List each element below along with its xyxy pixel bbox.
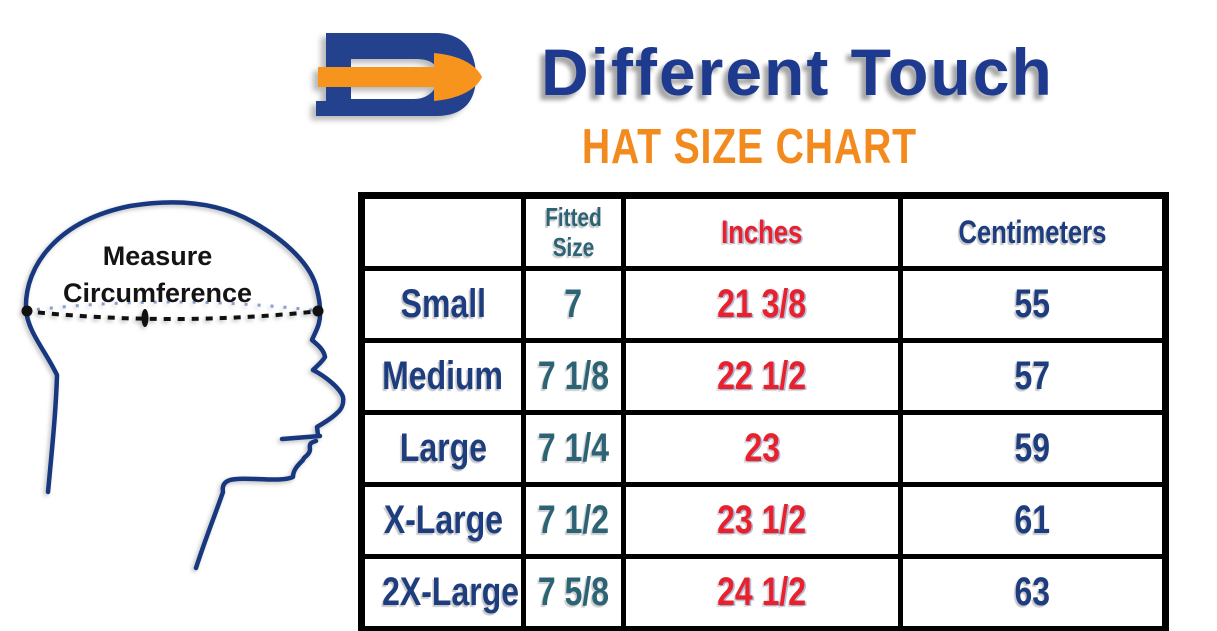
measure-point-left xyxy=(21,305,33,317)
table-row: Medium 7 1/8 22 1/2 57 xyxy=(359,338,1168,415)
size-label-cell: X-Large xyxy=(359,482,526,559)
different-touch-logo-icon xyxy=(316,33,482,116)
jaw-neck-outline xyxy=(193,438,319,571)
hat-size-table: Fitted Size Inches Centimeters Small 7 2… xyxy=(358,192,1169,631)
inches-cell: 21 3/8 xyxy=(621,266,903,343)
centimeters-cell: 55 xyxy=(898,266,1168,343)
inches-cell: 23 xyxy=(621,410,903,487)
fitted-size-column-header: Fitted Size xyxy=(521,193,626,271)
table-header-row: Fitted Size Inches Centimeters xyxy=(359,193,1168,271)
size-label-cell: Medium xyxy=(359,338,526,415)
size-label-cell: Small xyxy=(359,266,526,343)
brand-name: Different Touch xyxy=(541,35,1054,109)
centimeters-cell: 57 xyxy=(898,338,1168,415)
fitted-size-cell: 7 5/8 xyxy=(521,554,626,631)
inches-cell: 24 1/2 xyxy=(621,554,903,631)
centimeters-cell: 61 xyxy=(898,482,1168,559)
size-label-cell: 2X-Large xyxy=(359,554,526,631)
mouth-line xyxy=(279,433,323,442)
circumference-dashed-line xyxy=(23,309,321,321)
table-row: Small 7 21 3/8 55 xyxy=(359,266,1168,343)
measure-point-center xyxy=(141,309,149,327)
size-label-cell: Large xyxy=(359,410,526,487)
measure-point-right xyxy=(312,305,324,317)
measure-caption-line1: Measure xyxy=(102,241,213,271)
page-title: HAT SIZE CHART xyxy=(581,120,917,174)
fitted-size-cell: 7 1/2 xyxy=(521,482,626,559)
inches-column-header: Inches xyxy=(621,193,903,271)
head-profile-icon xyxy=(21,200,346,571)
centimeters-cell: 59 xyxy=(898,410,1168,487)
table-row: 2X-Large 7 5/8 24 1/2 63 xyxy=(359,554,1168,631)
size-column-header xyxy=(359,193,526,271)
fitted-size-cell: 7 1/4 xyxy=(521,410,626,487)
fitted-size-cell: 7 xyxy=(521,266,626,343)
fitted-size-cell: 7 1/8 xyxy=(521,338,626,415)
table-row: X-Large 7 1/2 23 1/2 61 xyxy=(359,482,1168,559)
centimeters-column-header: Centimeters xyxy=(898,193,1168,271)
measure-caption-line2: Circumference xyxy=(62,278,253,308)
measure-caption: Measure Circumference xyxy=(30,238,285,312)
centimeters-cell: 63 xyxy=(898,554,1168,631)
table-row: Large 7 1/4 23 59 xyxy=(359,410,1168,487)
inches-cell: 22 1/2 xyxy=(621,338,903,415)
inches-cell: 23 1/2 xyxy=(621,482,903,559)
